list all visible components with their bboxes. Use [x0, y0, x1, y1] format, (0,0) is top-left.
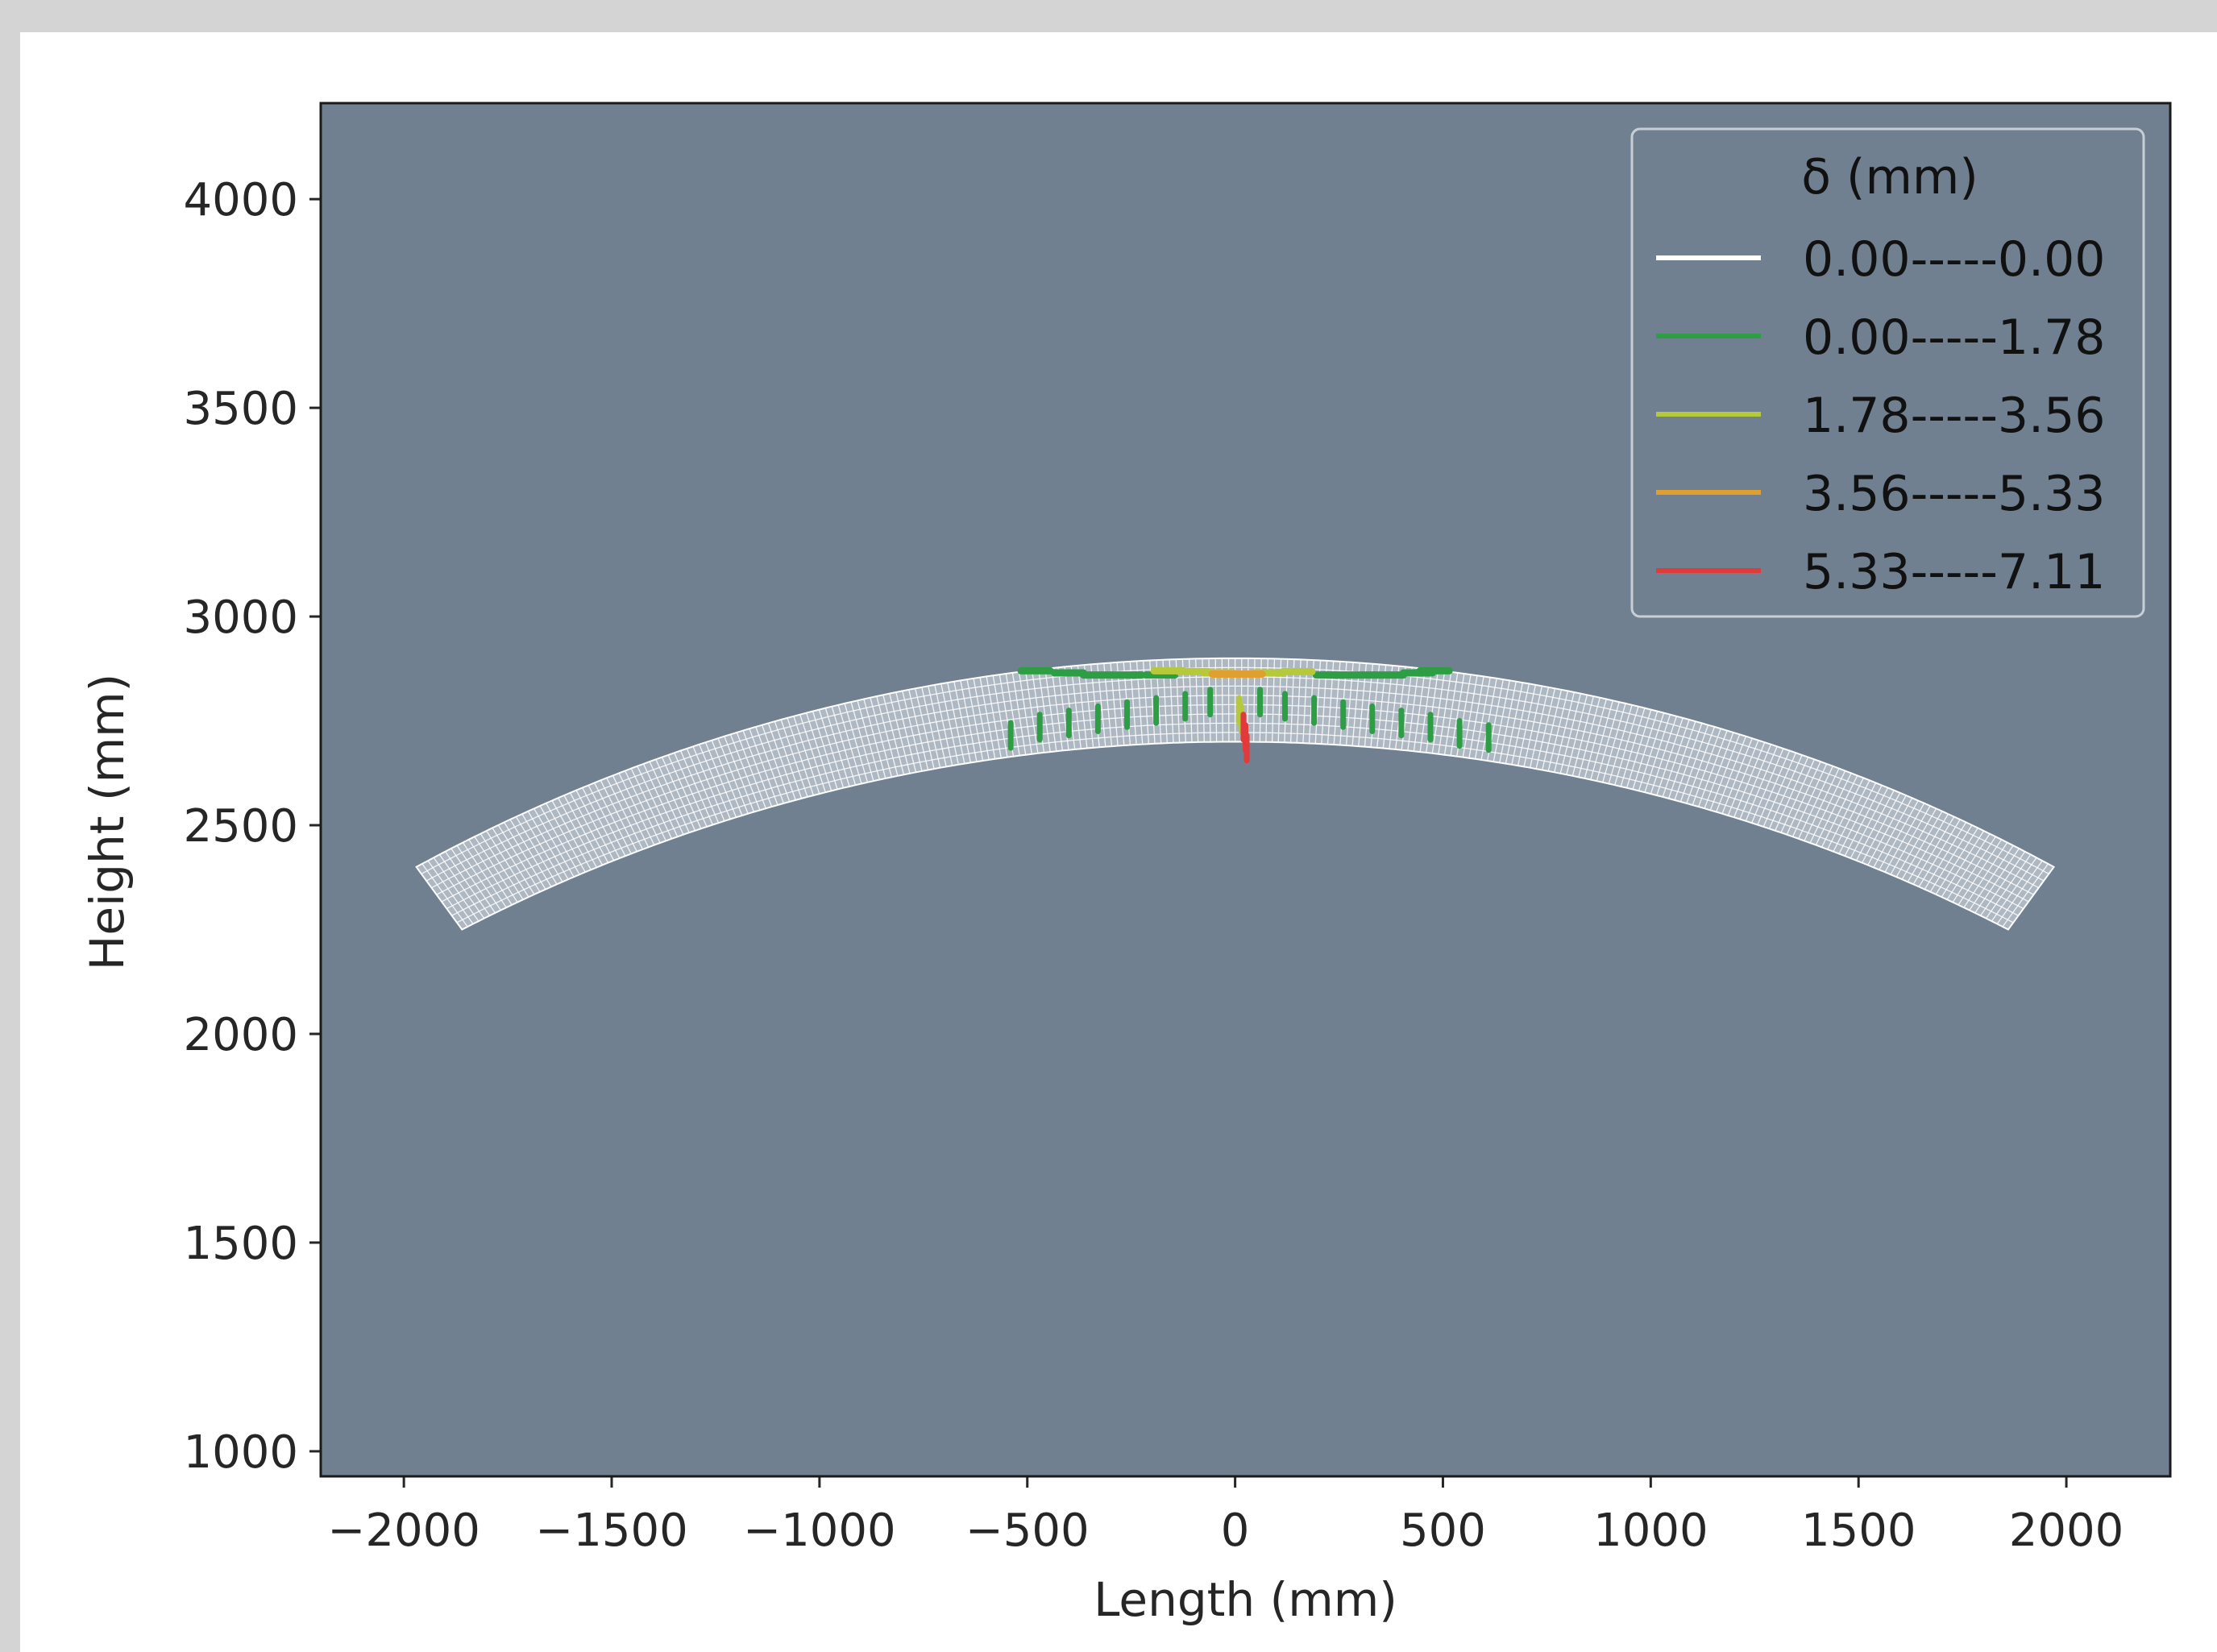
arch-mesh-radial: [416, 658, 2055, 930]
legend-label-4: 3.56-----5.33: [1803, 466, 2105, 522]
x-tick-label: 500: [1400, 1505, 1486, 1557]
y-tick-label: 3500: [183, 383, 298, 435]
y-tick-label: 4000: [183, 174, 298, 226]
x-tick-label: −500: [965, 1505, 1090, 1557]
x-tick-label: −2000: [327, 1505, 480, 1557]
x-tick-label: 2000: [2009, 1505, 2124, 1557]
legend: δ (mm) 0.00-----0.00 0.00-----1.78 1.78---…: [1630, 127, 2145, 618]
legend-label-2: 0.00-----1.78: [1803, 309, 2105, 366]
x-tick-label: −1500: [535, 1505, 687, 1557]
y-tick-label: 1500: [183, 1218, 298, 1270]
y-tick-label: 1000: [183, 1426, 298, 1479]
y-tick-label: 3000: [183, 591, 298, 644]
x-tick-label: 1000: [1593, 1505, 1708, 1557]
series-4: [1240, 712, 1250, 764]
y-tick-label: 2500: [183, 800, 298, 853]
legend-title: δ (mm): [1801, 149, 1978, 205]
x-tick-label: 1500: [1801, 1505, 1916, 1557]
x-tick-label: 0: [1221, 1505, 1250, 1557]
arch-mesh: [415, 657, 2056, 931]
legend-label-5: 5.33-----7.11: [1803, 544, 2105, 600]
y-tick-label: 2000: [183, 1009, 298, 1061]
legend-label-3: 1.78-----3.56: [1803, 388, 2105, 444]
x-axis-title: Length (mm): [1094, 1572, 1397, 1627]
y-axis-title: Height (mm): [80, 674, 135, 970]
series-1: [1007, 666, 1492, 753]
chart-svg: −2000 −1500 −1000 −500 0 500 1000 1500 2000 1000…: [80, 102, 2172, 1627]
x-tick-label: −1000: [743, 1505, 895, 1557]
figure-canvas: −2000 −1500 −1000 −500 0 500 1000 1500 2000 1000…: [20, 32, 2217, 1652]
legend-label-1: 0.00-----0.00: [1803, 231, 2105, 288]
plot-frame: [319, 102, 2172, 1478]
